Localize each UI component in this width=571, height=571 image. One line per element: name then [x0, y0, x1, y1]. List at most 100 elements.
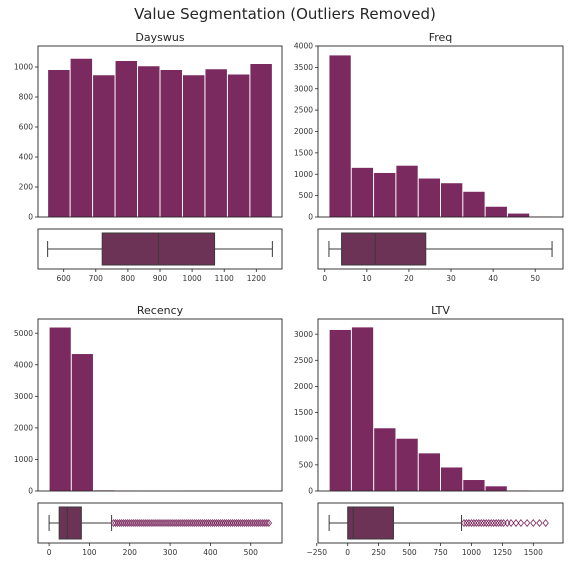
outlier-point — [152, 519, 160, 527]
outlier-point — [245, 519, 252, 527]
outlier-point — [122, 519, 129, 527]
outlier-point — [201, 519, 208, 527]
x-tick-label: 250 — [371, 548, 386, 557]
outlier-point — [150, 519, 158, 527]
x-tick-label: 900 — [153, 274, 168, 283]
outlier-point — [493, 519, 500, 527]
y-tick-label: 1000 — [14, 455, 33, 464]
x-tick-label: 0 — [345, 548, 350, 557]
outlier-point — [211, 519, 218, 527]
outlier-point — [490, 519, 497, 527]
histogram-bar — [329, 329, 351, 491]
y-tick-label: 1000 — [294, 434, 313, 443]
x-tick-label: 0 — [47, 548, 52, 557]
outlier-point — [166, 519, 174, 527]
outlier-point — [239, 519, 246, 527]
outlier-point — [203, 519, 210, 527]
outlier-point — [215, 519, 222, 527]
outlier-point — [118, 519, 125, 527]
x-tick-label: 40 — [488, 274, 498, 283]
panel-freq: Freq 0 500 1000 1500 2000 2500 3000 3500 4000 0 10 2… — [294, 31, 564, 283]
histogram-bar — [463, 480, 485, 491]
y-tick-label: 3500 — [294, 63, 313, 72]
histogram-frame — [317, 318, 564, 492]
histogram-bar — [71, 354, 93, 491]
outlier-point — [237, 519, 244, 527]
panel-recency: Recency 0 1000 2000 3000 4000 5000 0 100 200 300 40… — [14, 304, 283, 557]
histogram-frame — [37, 318, 283, 492]
y-tick-label: 3000 — [14, 392, 33, 401]
outlier-point — [148, 519, 156, 527]
outlier-point — [243, 519, 250, 527]
boxplot-frame — [317, 228, 564, 270]
x-tick-label: 1000 — [183, 274, 202, 283]
outlier-point — [126, 519, 133, 527]
outlier-point — [110, 519, 117, 527]
outlier-point — [130, 519, 137, 527]
y-tick-label: 4000 — [294, 42, 313, 51]
x-tick-label: 50 — [530, 274, 540, 283]
histogram-bar — [396, 165, 418, 217]
histogram-bar — [329, 55, 351, 217]
outlier-point — [144, 519, 152, 527]
histogram-bar — [507, 213, 530, 217]
outlier-point — [463, 519, 470, 527]
y-tick-label: 500 — [299, 191, 314, 200]
outlier-point — [507, 519, 515, 527]
outlier-point — [223, 519, 230, 527]
x-tick-label: 0 — [322, 274, 327, 283]
outlier-point — [497, 519, 505, 527]
x-tick-label: 1250 — [493, 548, 512, 557]
histogram-bar — [485, 206, 507, 217]
outlier-point — [170, 519, 178, 527]
histogram-bar — [48, 70, 70, 217]
outlier-point — [132, 519, 139, 527]
outlier-point — [205, 519, 212, 527]
outlier-point — [124, 519, 131, 527]
histogram-bar — [205, 69, 227, 217]
y-tick-label: 2500 — [294, 356, 313, 365]
outlier-point — [536, 519, 543, 527]
y-tick-label: 2500 — [294, 106, 313, 115]
x-tick-label: 1200 — [247, 274, 266, 283]
outlier-point — [495, 519, 502, 527]
outlier-point — [235, 519, 242, 527]
histogram-bar — [49, 327, 71, 491]
histogram-bar — [182, 75, 205, 217]
y-tick-label: 3000 — [294, 84, 313, 93]
outlier-point — [207, 519, 214, 527]
outlier-point — [530, 519, 537, 527]
outlier-point — [183, 519, 190, 527]
outlier-point — [468, 519, 475, 527]
y-tick-label: 200 — [19, 183, 34, 192]
outlier-point — [195, 519, 202, 527]
x-tick-label: 500 — [402, 548, 417, 557]
outlier-point — [512, 519, 520, 527]
outlier-point — [160, 519, 168, 527]
outlier-point — [191, 519, 198, 527]
outlier-point — [231, 519, 238, 527]
outlier-point — [172, 519, 180, 527]
outlier-point — [116, 519, 123, 527]
outlier-point — [460, 519, 468, 527]
outlier-point — [517, 519, 525, 527]
y-tick-label: 2000 — [294, 127, 313, 136]
outlier-point — [480, 519, 487, 527]
x-tick-label: 100 — [82, 548, 97, 557]
outlier-point — [158, 519, 166, 527]
outlier-point — [473, 519, 480, 527]
histogram-bar — [441, 183, 463, 217]
outlier-point — [241, 519, 248, 527]
outlier-point — [465, 519, 473, 527]
panel-title: Freq — [429, 31, 453, 44]
histogram-bar — [250, 64, 272, 217]
x-tick-label: 30 — [446, 274, 456, 283]
outlier-point — [140, 519, 148, 527]
outlier-point — [199, 519, 206, 527]
y-tick-label: 400 — [19, 153, 34, 162]
outlier-point — [177, 519, 184, 527]
histogram-bar — [396, 438, 418, 491]
boxplot-frame — [37, 502, 283, 544]
x-tick-label: 1100 — [215, 274, 234, 283]
histogram-bar — [70, 58, 93, 217]
